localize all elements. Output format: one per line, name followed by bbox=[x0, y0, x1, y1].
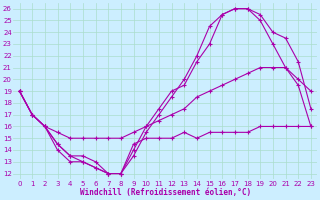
X-axis label: Windchill (Refroidissement éolien,°C): Windchill (Refroidissement éolien,°C) bbox=[80, 188, 251, 197]
